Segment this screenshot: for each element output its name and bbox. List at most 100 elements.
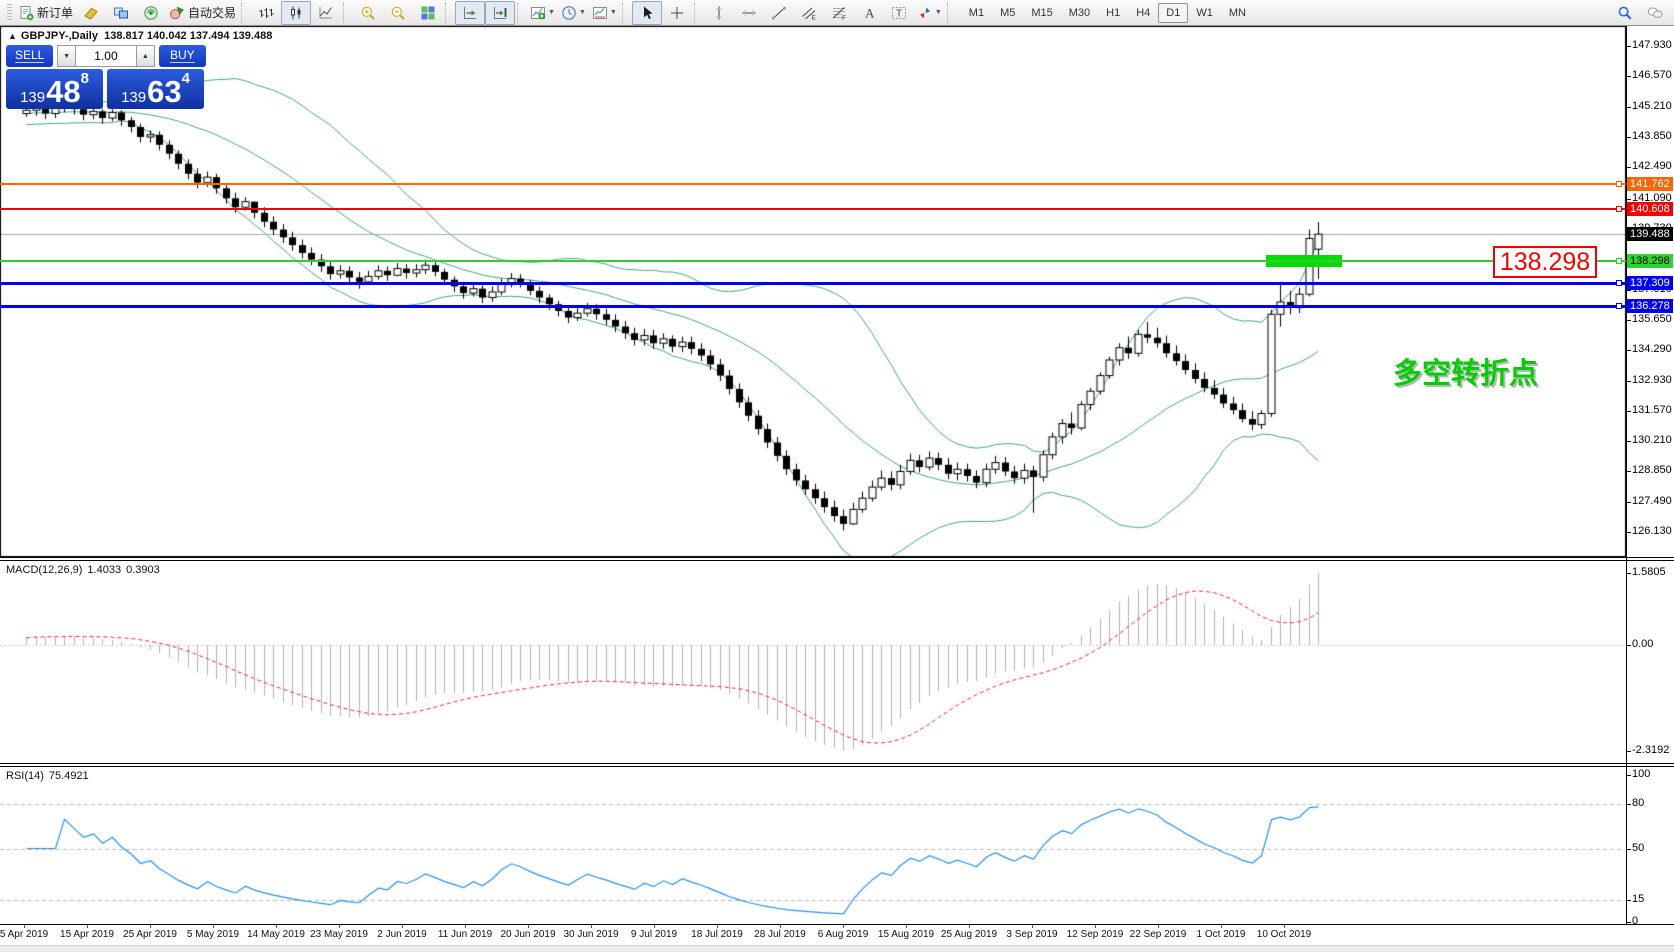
date-tick (87, 925, 88, 928)
chart-shift-icon (492, 5, 508, 21)
search-button[interactable] (1610, 1, 1640, 25)
indicators-button[interactable]: ▼ (527, 1, 558, 25)
date-tick (402, 925, 403, 928)
horizontal-line-141.762[interactable] (0, 183, 1626, 185)
dropdown-caret-icon: ▼ (548, 9, 555, 16)
line-handle[interactable] (1616, 206, 1622, 212)
date-tick (969, 925, 970, 928)
horizontal-line-button[interactable] (734, 1, 764, 25)
volume-decrease-button[interactable]: ▼ (57, 45, 76, 67)
vline-icon (711, 5, 727, 21)
timeframe-mn[interactable]: MN (1228, 6, 1246, 19)
profiles-button[interactable] (106, 1, 136, 25)
date-tick (465, 925, 466, 928)
horizontal-line-138.298[interactable] (0, 260, 1626, 262)
sell-button[interactable]: SELL (6, 45, 54, 67)
eraser-icon (83, 5, 99, 21)
axis-tick-label: 146.570 (1632, 69, 1672, 81)
line-handle[interactable] (1616, 258, 1622, 264)
fibonacci-icon: F (831, 5, 847, 21)
axis-tick-label: -2.3192 (1632, 744, 1670, 756)
tile-windows-icon (420, 5, 436, 21)
timeframe-h4[interactable]: H4 (1136, 6, 1151, 19)
date-label: 6 Aug 2019 (817, 929, 869, 940)
price-line-label: 139.488 (1627, 227, 1673, 241)
axis-tick-label: 100 (1632, 768, 1651, 780)
horizontal-line-137.309[interactable] (0, 282, 1626, 285)
tile-windows-button[interactable] (413, 1, 443, 25)
date-tick (1158, 925, 1159, 928)
chat-button[interactable] (1640, 1, 1670, 25)
timeframe-m1[interactable]: M1 (968, 6, 985, 19)
caret-up-icon: ▲ (141, 52, 149, 60)
dropdown-caret-icon: ▼ (578, 9, 586, 16)
timeframe-m5[interactable]: M5 (1000, 6, 1016, 19)
candlestick-button[interactable] (281, 0, 312, 25)
toolbar-separator (241, 2, 249, 23)
date-label: 23 May 2019 (310, 929, 368, 940)
autotrading-button[interactable]: 自动交易 (166, 1, 239, 25)
buy-button[interactable]: BUY (158, 45, 206, 67)
panel-divider[interactable] (0, 557, 1674, 561)
date-tick (213, 925, 214, 928)
timeframe-d1[interactable]: D1 (1158, 2, 1189, 23)
zoom-out-button[interactable] (383, 1, 413, 25)
timeframe-m30[interactable]: M30 (1068, 6, 1091, 19)
fibonacci-button[interactable]: F (824, 1, 854, 25)
buy-price-tile[interactable]: 139 63 4 (107, 69, 204, 109)
equidistant-channel-button[interactable]: E (794, 1, 824, 25)
periods-button[interactable]: ▼ (558, 1, 589, 25)
svg-text:E: E (811, 14, 816, 21)
axis-tick-label: 139.730 (1632, 222, 1672, 234)
volume-increase-button[interactable]: ▲ (135, 45, 155, 67)
arrows-button[interactable]: ▼ (914, 1, 945, 25)
text-label-button[interactable]: T (884, 1, 914, 25)
erase-button[interactable] (76, 1, 106, 25)
cursor-button[interactable] (631, 0, 662, 25)
line-chart-button[interactable] (311, 1, 341, 25)
line-handle[interactable] (1616, 181, 1622, 187)
text-icon: A (861, 5, 877, 21)
chart-shift-button[interactable] (485, 0, 516, 25)
zoom-in-button[interactable] (353, 1, 383, 25)
channel-icon: E (801, 5, 817, 21)
price-chart-canvas[interactable] (0, 26, 1626, 557)
vertical-line-button[interactable] (704, 1, 734, 25)
date-label: 1 Oct 2019 (1196, 929, 1246, 940)
price-callout-label[interactable]: 138.298 (1493, 246, 1597, 278)
text-button[interactable]: A (854, 1, 884, 25)
panel-divider[interactable] (0, 763, 1674, 767)
auto-scroll-button[interactable] (455, 0, 486, 25)
date-axis[interactable] (0, 925, 1674, 945)
bar-chart-button[interactable] (251, 1, 281, 25)
date-label: 30 Jun 2019 (563, 929, 619, 940)
collapse-panel-icon[interactable]: ▲ (8, 31, 17, 41)
macd-canvas[interactable] (0, 561, 1626, 763)
templates-icon (592, 5, 608, 21)
horizontal-line-136.278[interactable] (0, 305, 1626, 308)
sell-price-tile[interactable]: 139 48 8 (6, 69, 103, 109)
volume-input[interactable] (75, 45, 136, 67)
new-order-button[interactable]: 新订单 (15, 1, 76, 25)
horizontal-line-140.608[interactable] (0, 208, 1626, 210)
date-label: 5 Apr 2019 (0, 929, 49, 940)
ohlc-readout: 138.817 140.042 137.494 139.488 (104, 30, 273, 42)
date-tick (1032, 925, 1033, 928)
line-handle[interactable] (1616, 280, 1622, 286)
signals-button[interactable] (136, 1, 166, 25)
rsi-canvas[interactable] (0, 767, 1626, 924)
axis-tick-label: 142.490 (1632, 160, 1672, 172)
timeframe-w1[interactable]: W1 (1196, 6, 1213, 19)
crosshair-icon (669, 5, 685, 21)
axis-tick-label: 131.570 (1632, 404, 1672, 416)
date-label: 2 Jun 2019 (377, 929, 427, 940)
line-handle[interactable] (1616, 303, 1622, 309)
templates-button[interactable]: ▼ (589, 1, 620, 25)
timeframe-m15[interactable]: M15 (1031, 6, 1053, 19)
macd-panel: MACD(12,26,9) 1.4033 0.3903 (0, 561, 1626, 763)
trendline-button[interactable] (764, 1, 794, 25)
timeframe-h1[interactable]: H1 (1106, 6, 1121, 19)
crosshair-button[interactable] (662, 1, 692, 25)
price-line-label: 137.309 (1627, 276, 1673, 290)
